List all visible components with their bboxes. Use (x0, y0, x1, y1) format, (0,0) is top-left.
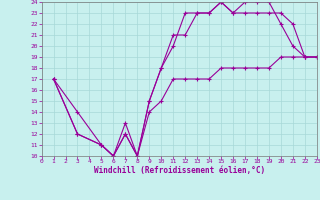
X-axis label: Windchill (Refroidissement éolien,°C): Windchill (Refroidissement éolien,°C) (94, 166, 265, 175)
